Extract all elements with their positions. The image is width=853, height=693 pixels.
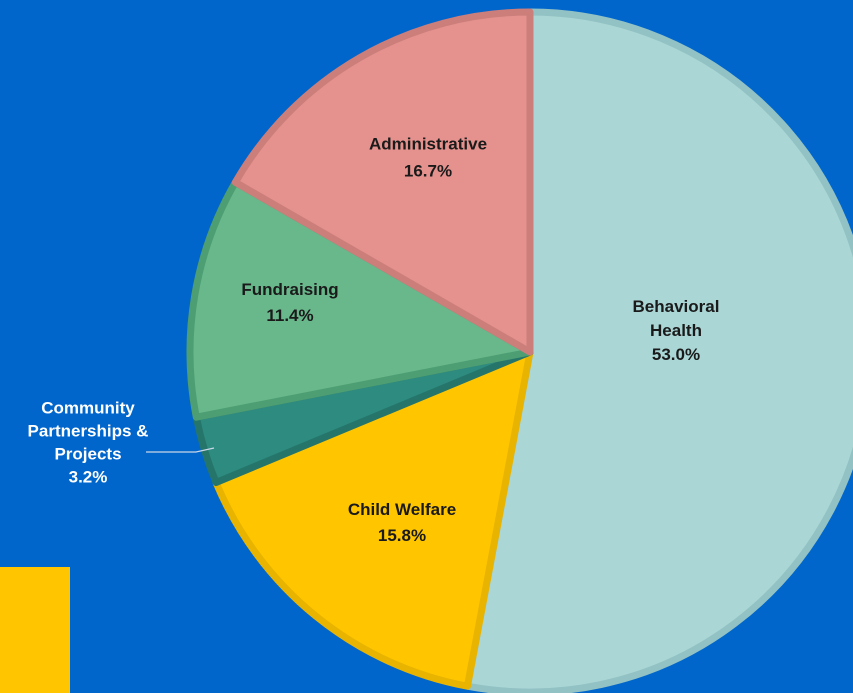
slice-label-child-welfare: Child Welfare 15.8% — [348, 500, 456, 545]
decorative-yellow-block — [0, 567, 70, 693]
leader-line-community — [146, 447, 215, 453]
slice-label-community: Community Partnerships & Projects 3.2% — [28, 399, 149, 487]
slice-label-administrative: Administrative 16.7% — [369, 135, 487, 181]
pie-slice-fundraising — [186, 178, 534, 421]
pie-slice-behavioral — [463, 8, 853, 693]
slice-label-fundraising: Fundraising 11.4% — [241, 280, 338, 325]
slice-label-behavioral: Behavioral Health 53.0% — [633, 297, 720, 364]
pie-slice-administrative — [231, 8, 534, 356]
pie-slice-child-welfare — [212, 348, 534, 690]
